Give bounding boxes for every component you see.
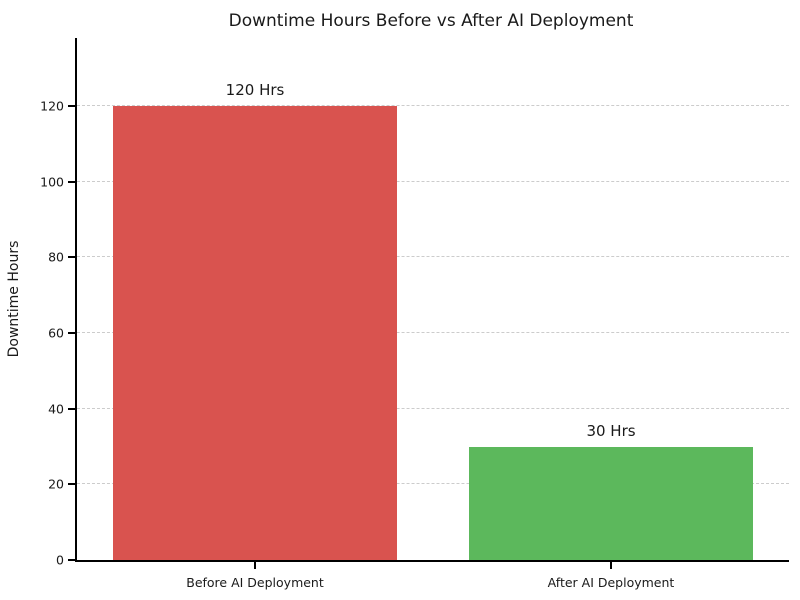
- bar-1: [468, 446, 754, 560]
- bar-0: [112, 106, 398, 560]
- y-tick-mark-100: [68, 180, 75, 183]
- y-tick-label-0: 0: [56, 552, 64, 568]
- y-tick-label-80: 80: [48, 249, 64, 265]
- y-tick-label-100: 100: [40, 174, 64, 190]
- chart-title: Downtime Hours Before vs After AI Deploy…: [228, 11, 634, 31]
- y-tick-label-120: 120: [40, 98, 64, 114]
- gridline-100: [77, 180, 789, 182]
- y-tick-label-40: 40: [48, 401, 64, 417]
- x-tick-label-1: After AI Deployment: [547, 575, 675, 590]
- y-tick-label-60: 60: [48, 325, 64, 341]
- x-tick-label-0: Before AI Deployment: [186, 575, 324, 590]
- x-tick-mark-0: [254, 562, 256, 569]
- gridline-40: [77, 407, 789, 409]
- y-tick-mark-80: [68, 256, 75, 259]
- gridline-80: [77, 256, 789, 258]
- gridline-60: [77, 332, 789, 334]
- bar-value-label-0: 120 Hrs: [225, 81, 285, 100]
- y-tick-mark-0: [68, 559, 75, 561]
- bar-value-label-1: 30 Hrs: [586, 421, 636, 440]
- x-tick-mark-1: [610, 562, 612, 569]
- y-tick-mark-120: [68, 105, 75, 108]
- plot-area: 0 20 40 60 80 100 120 120 Hrs Before AI Deployme…: [40, 38, 789, 590]
- gridline-20: [77, 483, 789, 485]
- y-tick-mark-20: [68, 483, 75, 486]
- y-tick-mark-60: [68, 332, 75, 335]
- y-axis-label: Downtime Hours: [6, 240, 22, 358]
- y-tick-mark-40: [68, 407, 75, 410]
- gridline-120: [77, 105, 789, 107]
- y-tick-label-20: 20: [48, 476, 64, 492]
